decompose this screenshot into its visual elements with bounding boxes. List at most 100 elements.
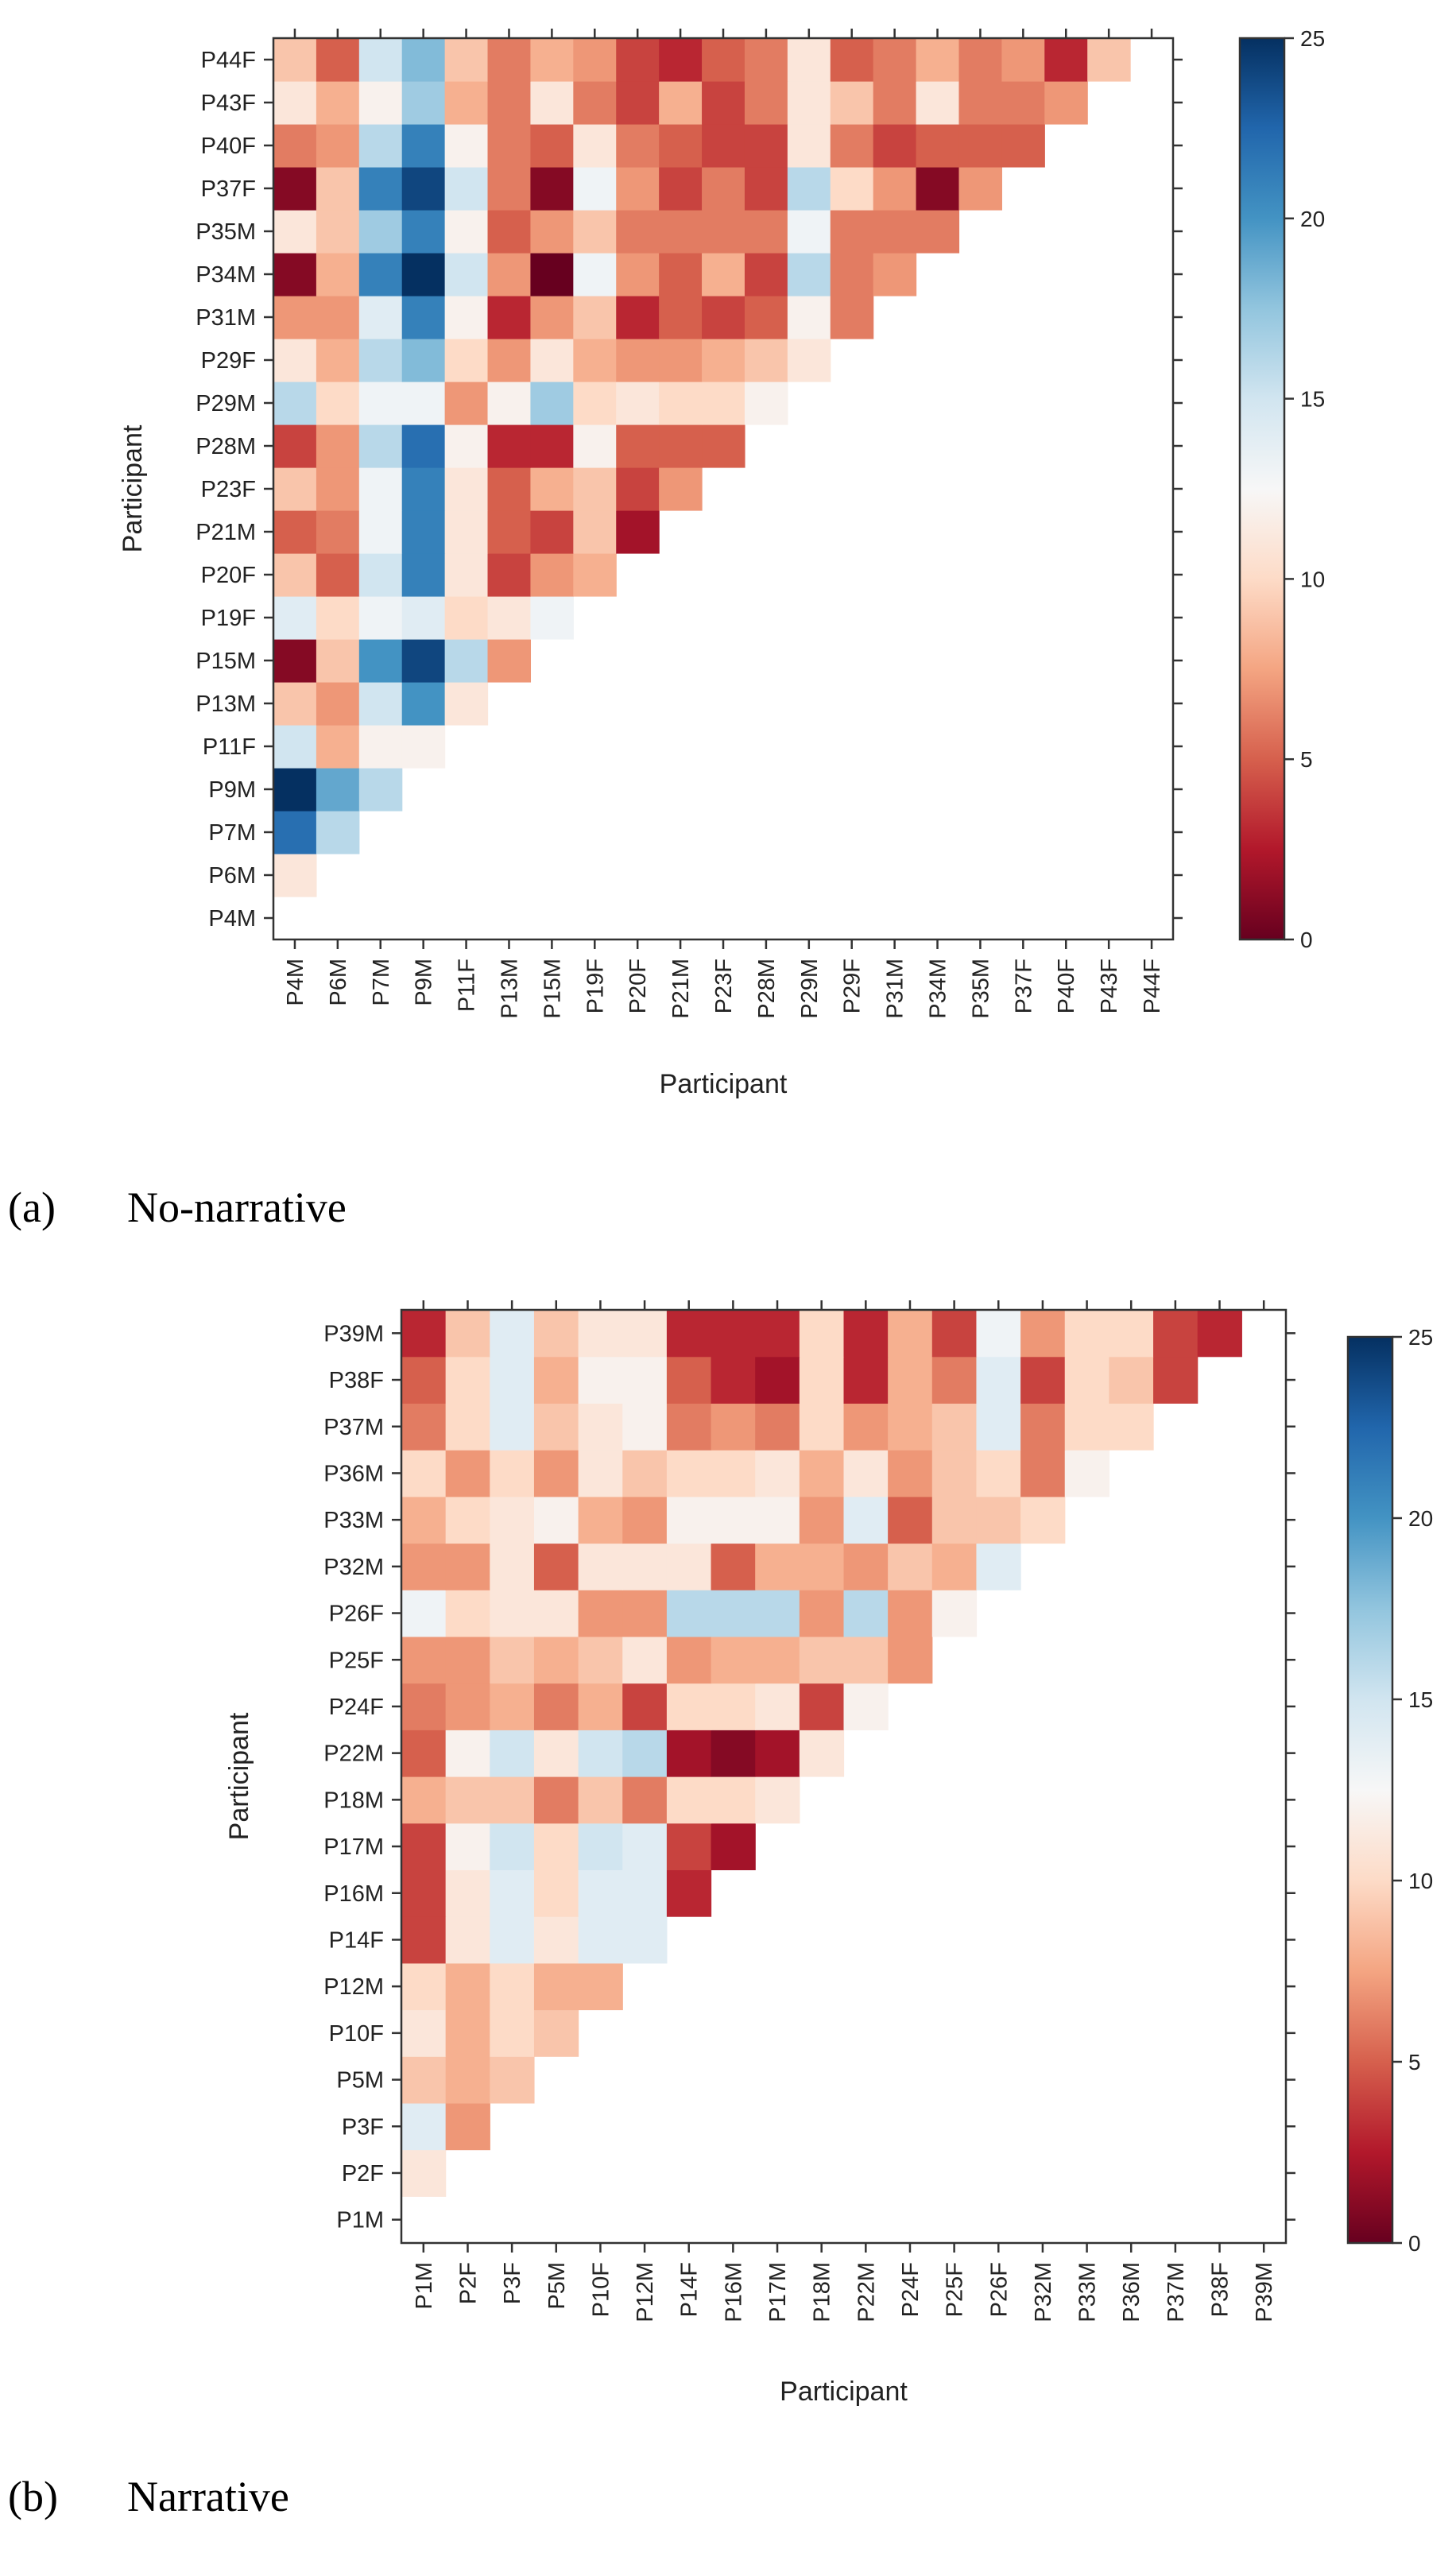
heatmap-cell: [490, 1310, 535, 1358]
heatmap-cell: [358, 210, 403, 254]
heatmap-cell: [622, 1543, 668, 1590]
axes: P1M P1M P2F P2F P3F P3F P5M P5M P10F P10F P12M P12M…: [323, 1300, 1295, 2322]
heatmap-cell: [573, 553, 617, 597]
caption-no-narrative: (a) No-narrative: [8, 1183, 347, 1232]
heatmap-cell: [843, 1450, 889, 1497]
y-tick-label: P14F: [329, 1927, 384, 1953]
x-tick-label: P37M: [1164, 2262, 1189, 2322]
heatmap-cell: [530, 596, 574, 640]
heatmap-cell: [533, 1590, 579, 1637]
heatmap-cell: [273, 639, 317, 683]
heatmap-cell: [445, 1450, 490, 1497]
y-tick-label: P19F: [201, 606, 256, 631]
x-tick-label: P14F: [677, 2262, 703, 2317]
heatmap-cell: [273, 296, 317, 339]
x-tick-label: P31M: [883, 959, 908, 1019]
heatmap-cell: [533, 1823, 579, 1870]
heatmap-cell: [273, 382, 317, 425]
heatmap-cell: [578, 1356, 623, 1404]
heatmap-cell: [316, 124, 360, 168]
heatmap-cell: [490, 1916, 535, 1964]
heatmap-cell: [888, 1450, 933, 1497]
heatmap-cell: [444, 253, 489, 296]
x-tick-label: P2F: [456, 2262, 482, 2304]
heatmap-cell: [401, 382, 446, 425]
y-tick-label: P4M: [208, 906, 256, 932]
heatmap-cell: [931, 1543, 978, 1590]
heatmap-cell: [578, 1962, 623, 2011]
heatmap-cell: [273, 682, 317, 726]
heatmap-cell: [487, 253, 532, 296]
heatmap-cell: [702, 253, 745, 296]
heatmap-cell: [888, 1590, 933, 1637]
heatmap-cell: [401, 2009, 447, 2057]
heatmap-cell: [490, 2056, 535, 2104]
heatmap-cell: [358, 768, 403, 812]
heatmap-cell: [659, 253, 703, 296]
heatmap-cell: [843, 1590, 889, 1637]
heatmap-cell: [401, 682, 446, 726]
heatmap-cell: [873, 124, 917, 168]
heatmap-cell: [316, 339, 360, 382]
heatmap-cell: [533, 1543, 579, 1590]
heatmap-cell: [616, 253, 660, 296]
colorbar-tick-label: 5: [1300, 747, 1313, 772]
heatmap-cell: [666, 1403, 712, 1451]
heatmap-cell: [702, 382, 745, 425]
y-tick-label: P37M: [323, 1415, 384, 1440]
heatmap-cell: [487, 596, 532, 640]
heatmap-cell: [273, 510, 317, 554]
heatmap-cell: [444, 510, 489, 554]
heatmap-cell: [578, 1450, 623, 1497]
heatmap-cell: [444, 467, 489, 511]
heatmap-cell: [616, 167, 660, 211]
heatmap-cell: [799, 1356, 845, 1404]
heatmap-cell: [401, 81, 446, 125]
colorbar: 0 5 10 15 20 25: [1238, 26, 1325, 952]
heatmap-cell: [401, 510, 446, 554]
heatmap-cell: [358, 124, 403, 168]
heatmap-cell: [787, 38, 831, 82]
heatmap-cell: [445, 2102, 490, 2151]
heatmap-cell: [401, 1356, 447, 1404]
heatmap-cell: [358, 553, 403, 597]
heatmap-cell: [578, 1496, 623, 1544]
heatmap-cell: [316, 210, 360, 254]
heatmap-cell: [799, 1310, 845, 1358]
heatmap-cell: [976, 1356, 1021, 1404]
heatmap-cell: [445, 1543, 490, 1590]
heatmap-cell: [702, 210, 745, 254]
heatmap-cell: [401, 2102, 447, 2151]
heatmap-cell: [444, 424, 489, 468]
heatmap-cell: [316, 38, 360, 82]
heatmap-cell: [530, 510, 574, 554]
y-tick-label: P17M: [323, 1834, 384, 1860]
heatmap-cell: [622, 1823, 668, 1870]
heatmap-cell: [616, 296, 660, 339]
heatmap-cell: [358, 639, 403, 683]
heatmap-cell: [273, 253, 317, 296]
heatmap-cell: [931, 1496, 978, 1544]
heatmap-cell: [666, 1496, 712, 1544]
heatmap-cell: [445, 1683, 490, 1730]
heatmap-cell: [273, 210, 317, 254]
heatmap-cell: [316, 811, 360, 854]
heatmap-cell: [1064, 1356, 1109, 1404]
heatmap-cell: [976, 1403, 1021, 1451]
heatmap-cell: [533, 1310, 579, 1358]
heatmap-cell: [273, 811, 317, 854]
x-tick-label: P26F: [986, 2262, 1012, 2317]
heatmap-cell: [830, 38, 874, 82]
heatmap-cell: [530, 296, 574, 339]
y-tick-label: P39M: [323, 1321, 384, 1346]
y-tick-label: P9M: [208, 777, 256, 803]
heatmap-cell: [659, 38, 703, 82]
heatmap-cell: [487, 210, 532, 254]
heatmap-cell: [444, 124, 489, 168]
heatmap-cell: [1197, 1310, 1242, 1358]
heatmap-cell: [666, 1636, 712, 1684]
heatmap-cell: [316, 725, 360, 769]
y-tick-label: P25F: [329, 1648, 384, 1673]
heatmap-cell: [976, 1310, 1021, 1358]
heatmap-cell: [444, 553, 489, 597]
